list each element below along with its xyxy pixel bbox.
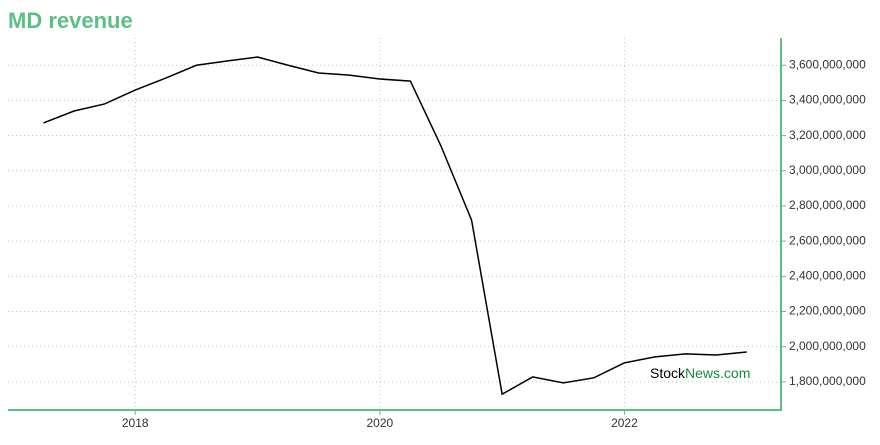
x-tick-label: 2018 <box>122 416 149 430</box>
x-tick-label: 2022 <box>611 416 638 430</box>
y-tick-label: 3,000,000,000 <box>789 163 866 177</box>
y-tick-label: 2,200,000,000 <box>789 304 866 318</box>
y-tick-label: 1,800,000,000 <box>789 374 866 388</box>
y-tick-label: 2,600,000,000 <box>789 233 866 247</box>
watermark-second: News.com <box>685 365 750 381</box>
y-tick-label: 2,000,000,000 <box>789 339 866 353</box>
watermark-first: Stock <box>650 365 686 381</box>
data-line <box>43 56 747 396</box>
y-tick-label: 3,400,000,000 <box>789 93 866 107</box>
y-tick-label: 2,800,000,000 <box>789 198 866 212</box>
y-tick-label: 3,600,000,000 <box>789 57 866 71</box>
chart-title: MD revenue <box>8 8 133 33</box>
x-tick-label: 2020 <box>366 416 393 430</box>
watermark: StockNews.com <box>650 365 750 381</box>
y-tick-label: 2,400,000,000 <box>789 268 866 282</box>
y-tick-label: 3,200,000,000 <box>789 128 866 142</box>
